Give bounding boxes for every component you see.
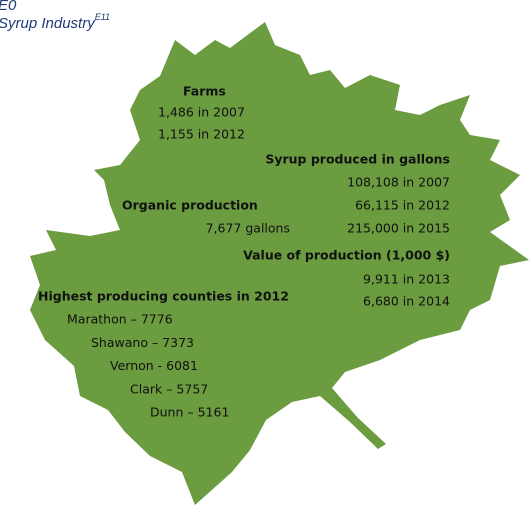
section-line: Vernon - 6081 <box>110 358 198 373</box>
section-line: 108,108 in 2007 <box>347 175 450 190</box>
infographic: E0 Syrup IndustryE11 Farms 1,486 in 2007 1… <box>0 0 529 505</box>
section-heading: Farms <box>183 84 226 99</box>
section-line: 9,911 in 2013 <box>363 272 450 287</box>
title-text: Syrup Industry <box>0 15 96 32</box>
footnote: E11 <box>95 12 110 22</box>
header-code: E0 <box>0 0 17 14</box>
section-line: Shawano – 7373 <box>91 335 194 350</box>
section-line: 7,677 gallons <box>206 221 290 236</box>
section-line: 1,486 in 2007 <box>158 105 245 120</box>
section-line: 6,680 in 2014 <box>363 294 450 309</box>
section-line: 1,155 in 2012 <box>158 127 245 142</box>
section-line: 215,000 in 2015 <box>347 221 450 236</box>
maple-leaf <box>30 22 529 505</box>
section-heading: Value of production (1,000 $) <box>243 248 450 263</box>
section-line: Clark – 5757 <box>130 381 208 396</box>
header-title: Syrup IndustryE11 <box>0 12 110 32</box>
section-line: Marathon – 7776 <box>67 312 173 327</box>
section-heading: Organic production <box>122 198 258 213</box>
section-line: 66,115 in 2012 <box>355 198 450 213</box>
page: E0 Syrup IndustryE11 Farms 1,486 in 2007 1… <box>0 0 529 505</box>
section-heading: Syrup produced in gallons <box>265 152 450 167</box>
section-line: Dunn – 5161 <box>150 405 229 420</box>
section-heading: Highest producing counties in 2012 <box>38 289 289 304</box>
